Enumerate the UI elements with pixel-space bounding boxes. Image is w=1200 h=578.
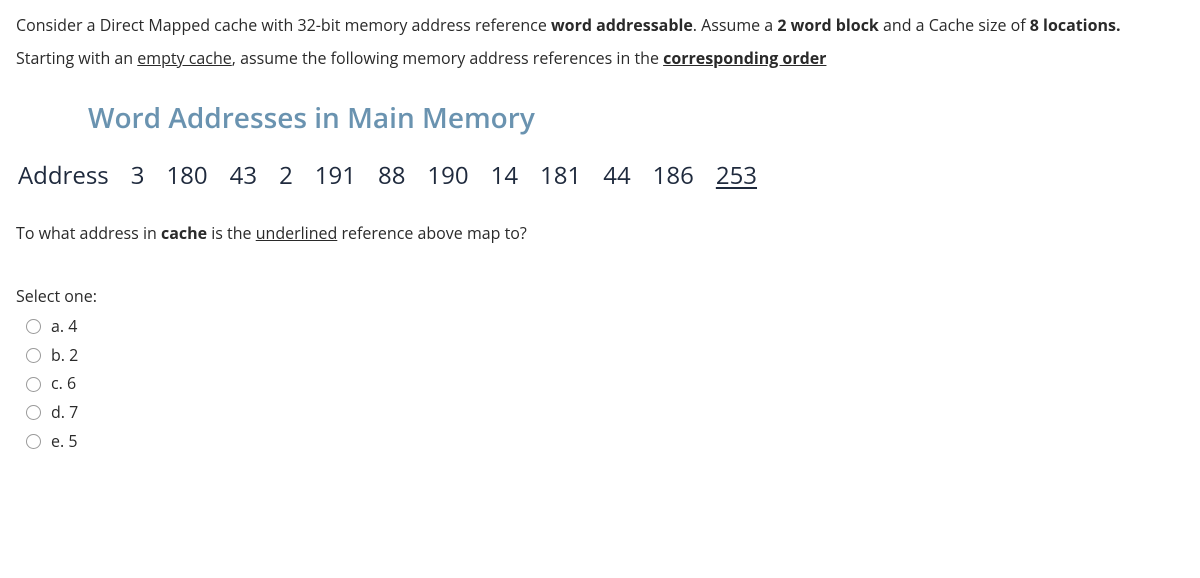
address-row: Address 3 180 43 2 191 88 190 14 181 44 186 253 — [18, 159, 1184, 194]
address-value: 14 — [491, 159, 518, 194]
address-value: 3 — [131, 159, 145, 194]
answer-label-b[interactable]: b. 2 — [51, 343, 78, 369]
address-value: 190 — [427, 159, 468, 194]
question-intro-line-1: Consider a Direct Mapped cache with 32-b… — [16, 14, 1184, 37]
intro-text: Starting with an — [16, 47, 137, 69]
radio-e[interactable] — [26, 434, 41, 449]
map-bold: cache — [161, 222, 207, 244]
intro-bold: 8 locations. — [1030, 14, 1121, 36]
address-value-underlined: 253 — [716, 159, 757, 194]
address-value: 180 — [166, 159, 207, 194]
radio-c[interactable] — [26, 377, 41, 392]
address-value: 88 — [378, 159, 405, 194]
map-text: reference above map to? — [337, 222, 527, 244]
radio-d[interactable] — [26, 405, 41, 420]
intro-bold: 2 word block — [777, 14, 879, 36]
address-value: 181 — [540, 159, 581, 194]
intro-text: . Assume a — [693, 14, 778, 36]
mapping-question: To what address in cache is the underlin… — [16, 222, 1184, 245]
answer-label-a[interactable]: a. 4 — [51, 314, 77, 340]
answer-option-b[interactable]: b. 2 — [26, 343, 1184, 369]
intro-bold: word addressable — [551, 14, 693, 36]
intro-text: , assume the following memory address re… — [232, 47, 663, 69]
radio-b[interactable] — [26, 348, 41, 363]
answer-option-d[interactable]: d. 7 — [26, 400, 1184, 426]
intro-text: Consider a Direct Mapped cache with 32-b… — [16, 14, 551, 36]
answer-label-d[interactable]: d. 7 — [51, 400, 78, 426]
select-one-label: Select one: — [16, 285, 1184, 308]
address-value: 43 — [230, 159, 257, 194]
address-value: 186 — [653, 159, 694, 194]
answer-option-c[interactable]: c. 6 — [26, 371, 1184, 397]
map-text: is the — [207, 222, 256, 244]
answer-option-e[interactable]: e. 5 — [26, 429, 1184, 455]
answer-list: a. 4 b. 2c. 6 d. 7 e. 5 — [26, 314, 1184, 454]
map-text: To what address in — [16, 222, 161, 244]
address-label: Address — [18, 159, 109, 194]
question-intro-line-2: Starting with an empty cache, assume the… — [16, 47, 1184, 70]
address-value: 191 — [315, 159, 356, 194]
address-value: 2 — [279, 159, 293, 194]
intro-text: and a Cache size of — [879, 14, 1030, 36]
answer-label-e[interactable]: e. 5 — [51, 429, 78, 455]
answer-label-c[interactable]: c. 6 — [51, 371, 76, 397]
section-heading: Word Addresses in Main Memory — [88, 98, 1184, 139]
intro-underline: empty cache — [137, 47, 231, 69]
radio-a[interactable] — [26, 319, 41, 334]
map-underline: underlined — [256, 222, 338, 244]
intro-underline-bold: corresponding order — [663, 47, 826, 69]
address-value: 44 — [603, 159, 630, 194]
answer-option-a[interactable]: a. 4 — [26, 314, 1184, 340]
